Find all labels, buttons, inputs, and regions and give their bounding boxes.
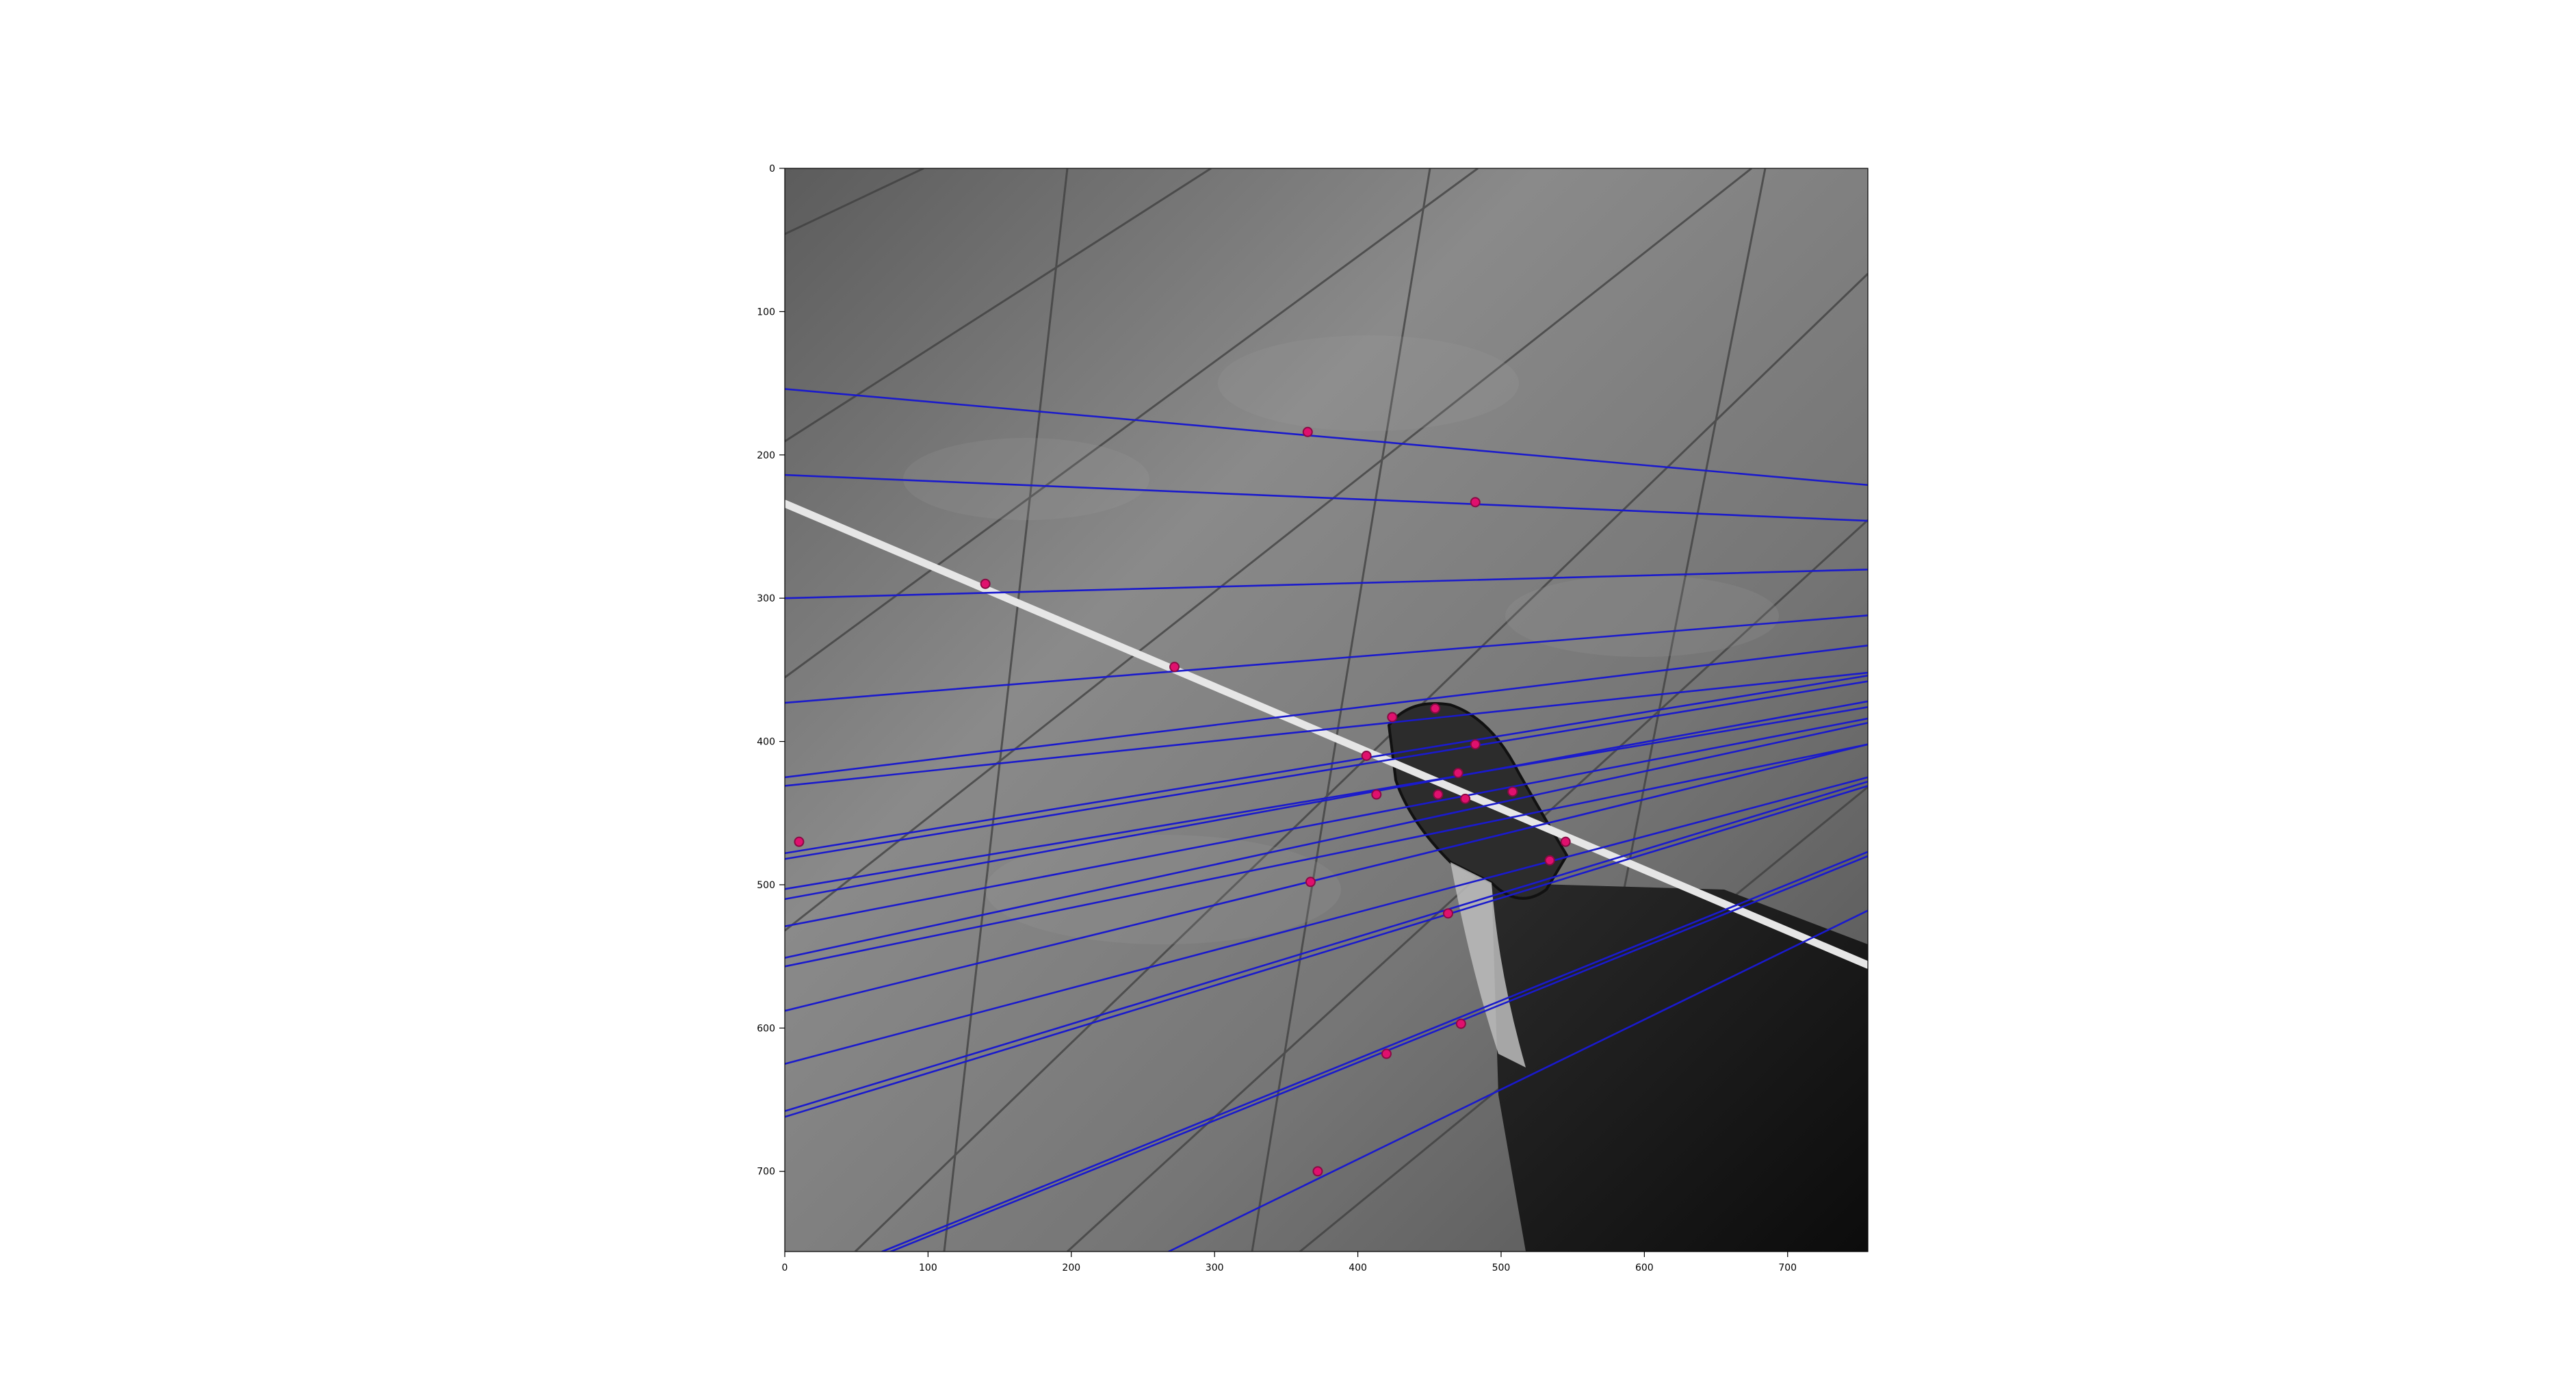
keypoint-marker (1305, 877, 1316, 888)
epipolar-line (785, 568, 1868, 599)
keypoints (794, 426, 1571, 1177)
keypoint-marker (1387, 712, 1398, 723)
x-axis-ticks: 0 100 200 300 400 500 600 700 (782, 1252, 1797, 1273)
epipolar-line (785, 680, 1868, 860)
rope (785, 500, 1868, 969)
keypoint-marker (1430, 703, 1441, 714)
keypoint-marker (1312, 1166, 1323, 1177)
epipolar-line (1167, 909, 1868, 1252)
epipolar-line (785, 700, 1868, 901)
y-tick-label: 0 (769, 164, 775, 174)
background-photo (785, 168, 1868, 1252)
keypoint-marker (980, 578, 991, 589)
x-tick-label: 0 (782, 1263, 788, 1273)
axes-frame (784, 168, 1869, 1252)
x-tick-label: 500 (1492, 1263, 1511, 1273)
keypoint-marker (1169, 662, 1180, 673)
keypoint-marker (1442, 908, 1453, 919)
epipolar-line (785, 614, 1868, 704)
x-tick-label: 300 (1206, 1263, 1224, 1273)
x-tick-label: 600 (1635, 1263, 1654, 1273)
y-axis-ticks: 0 100 200 300 400 500 600 700 (757, 164, 785, 1178)
keypoint-marker (1460, 793, 1471, 804)
x-tick-label: 400 (1349, 1263, 1367, 1273)
epipolar-line (785, 717, 1868, 927)
shoe-sole (1450, 862, 1526, 1067)
epipolar-line (881, 851, 1868, 1252)
y-tick-label: 300 (757, 593, 775, 604)
epipolar-lines (785, 388, 1868, 1252)
keypoint-marker (1381, 1048, 1392, 1059)
epipolar-line (785, 674, 1868, 855)
y-tick-label: 700 (757, 1167, 775, 1178)
keypoint-marker (1371, 789, 1382, 800)
y-tick-label: 500 (757, 880, 775, 891)
keypoint-marker (1302, 426, 1313, 437)
keypoint-marker (794, 836, 805, 847)
keypoint-marker (1453, 768, 1463, 779)
keypoint-marker (1361, 751, 1372, 762)
epipolar-line (785, 474, 1868, 522)
epipolar-line (785, 780, 1868, 1113)
keypoint-marker (1544, 855, 1555, 866)
epipolar-line (785, 644, 1868, 779)
y-tick-label: 400 (757, 737, 775, 748)
x-tick-label: 200 (1062, 1263, 1080, 1273)
pants (1492, 883, 1868, 1252)
epipolar-line (785, 743, 1868, 1012)
epipolar-line (785, 706, 1868, 890)
keypoint-marker (1507, 786, 1518, 797)
epipolar-line (785, 722, 1868, 959)
x-tick-label: 100 (919, 1263, 937, 1273)
y-tick-label: 100 (757, 307, 775, 318)
keypoint-marker (1470, 497, 1481, 508)
epipolar-line (785, 776, 1868, 1065)
y-tick-label: 200 (757, 450, 775, 461)
keypoint-marker (1470, 739, 1481, 750)
keypoint-marker (1560, 836, 1571, 847)
keypoint-marker (1455, 1018, 1466, 1029)
epipolar-line (785, 671, 1868, 787)
y-tick-label: 600 (757, 1023, 775, 1034)
epipolar-line (889, 855, 1868, 1252)
x-tick-label: 700 (1778, 1263, 1797, 1273)
epipolar-line (785, 785, 1868, 1118)
epipolar-line (785, 388, 1868, 487)
keypoint-marker (1433, 789, 1444, 800)
epipolar-line (785, 743, 1868, 968)
